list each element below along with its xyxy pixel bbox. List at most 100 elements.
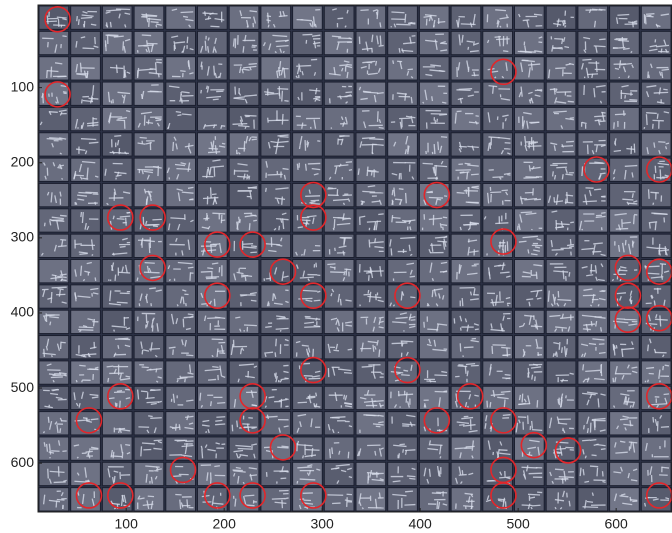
- glyph-stroke: [186, 355, 193, 356]
- glyph-stroke: [501, 347, 510, 348]
- glyph-stroke: [215, 420, 222, 421]
- glyph-stroke: [233, 124, 248, 125]
- glyph-stroke: [214, 299, 215, 306]
- glyph-stroke: [427, 329, 438, 330]
- glyph-stroke: [464, 347, 474, 348]
- glyph-stroke: [211, 187, 212, 198]
- glyph-stroke: [597, 468, 598, 477]
- y-tick-label: 300: [11, 229, 35, 245]
- glyph-stroke: [141, 446, 142, 456]
- glyph-stroke: [393, 60, 394, 63]
- glyph-stroke: [376, 61, 377, 66]
- glyph-stroke: [273, 293, 274, 301]
- glyph-stroke: [95, 277, 96, 280]
- image-tile: [134, 412, 164, 435]
- glyph-stroke: [553, 353, 554, 357]
- glyph-stroke: [615, 68, 619, 69]
- glyph-stroke: [348, 349, 352, 350]
- glyph-stroke: [177, 440, 186, 441]
- glyph-stroke: [443, 391, 447, 392]
- glyph-stroke: [550, 89, 557, 90]
- image-tile: [578, 361, 608, 384]
- glyph-stroke: [470, 223, 479, 224]
- image-tile: [578, 285, 608, 308]
- image-tile: [610, 31, 640, 54]
- glyph-stroke: [663, 366, 664, 370]
- glyph-stroke: [462, 298, 463, 306]
- glyph-stroke: [43, 93, 44, 103]
- glyph-stroke: [284, 101, 288, 102]
- glyph-stroke: [236, 468, 241, 469]
- image-tile: [451, 82, 481, 105]
- glyph-stroke: [567, 192, 568, 202]
- glyph-stroke: [603, 471, 604, 476]
- glyph-stroke: [272, 499, 285, 500]
- image-tile: [641, 462, 671, 485]
- glyph-stroke: [434, 375, 447, 376]
- x-tick-label: 100: [115, 516, 139, 532]
- glyph-stroke: [378, 422, 383, 423]
- glyph-stroke: [206, 86, 207, 89]
- glyph-stroke: [379, 492, 380, 497]
- glyph-stroke: [81, 212, 82, 217]
- glyph-stroke: [314, 300, 321, 301]
- glyph-stroke: [111, 100, 112, 103]
- glyph-stroke: [249, 223, 250, 230]
- glyph-stroke: [475, 329, 479, 330]
- glyph-stroke: [244, 495, 254, 496]
- image-tile: [166, 234, 196, 257]
- glyph-stroke: [583, 329, 591, 330]
- glyph-stroke: [151, 404, 157, 405]
- glyph-stroke: [181, 12, 194, 13]
- image-tile: [102, 412, 132, 435]
- glyph-stroke: [392, 215, 393, 222]
- glyph-stroke: [519, 241, 527, 242]
- glyph-stroke: [491, 302, 504, 303]
- glyph-stroke: [525, 177, 539, 178]
- glyph-stroke: [566, 141, 574, 142]
- glyph-stroke: [345, 96, 352, 97]
- image-tile: [293, 260, 323, 283]
- glyph-stroke: [602, 481, 605, 482]
- glyph-stroke: [625, 240, 626, 245]
- glyph-stroke: [570, 239, 571, 245]
- glyph-stroke: [521, 212, 533, 213]
- image-tile: [610, 285, 640, 308]
- chart: 100200300400500600100200300400500600: [0, 0, 672, 533]
- image-tile: [483, 82, 513, 105]
- glyph-stroke: [182, 98, 183, 103]
- glyph-stroke: [549, 316, 560, 317]
- glyph-stroke: [339, 136, 344, 137]
- glyph-stroke: [440, 456, 441, 458]
- glyph-stroke: [518, 404, 530, 405]
- glyph-stroke: [377, 10, 378, 19]
- glyph-stroke: [109, 398, 115, 399]
- glyph-stroke: [596, 321, 597, 326]
- glyph-stroke: [76, 41, 77, 48]
- glyph-stroke: [146, 474, 147, 483]
- glyph-stroke: [633, 21, 634, 27]
- glyph-stroke: [49, 374, 56, 375]
- glyph-stroke: [156, 25, 157, 27]
- glyph-stroke: [367, 221, 381, 222]
- glyph-stroke: [315, 24, 316, 27]
- glyph-stroke: [362, 507, 363, 509]
- glyph-stroke: [125, 445, 130, 446]
- glyph-stroke: [554, 39, 563, 40]
- glyph-stroke: [405, 93, 406, 100]
- glyph-stroke: [653, 203, 654, 205]
- glyph-stroke: [613, 48, 625, 49]
- glyph-stroke: [391, 248, 392, 255]
- glyph-stroke: [399, 48, 400, 53]
- glyph-stroke: [616, 229, 628, 230]
- glyph-stroke: [79, 365, 85, 366]
- glyph-stroke: [373, 345, 374, 352]
- glyph-stroke: [277, 89, 288, 90]
- image-tile: [166, 285, 196, 308]
- glyph-stroke: [187, 37, 188, 44]
- glyph-stroke: [214, 66, 215, 76]
- glyph-stroke: [300, 479, 316, 480]
- glyph-stroke: [654, 214, 668, 215]
- glyph-stroke: [529, 302, 530, 306]
- glyph-stroke: [219, 353, 225, 354]
